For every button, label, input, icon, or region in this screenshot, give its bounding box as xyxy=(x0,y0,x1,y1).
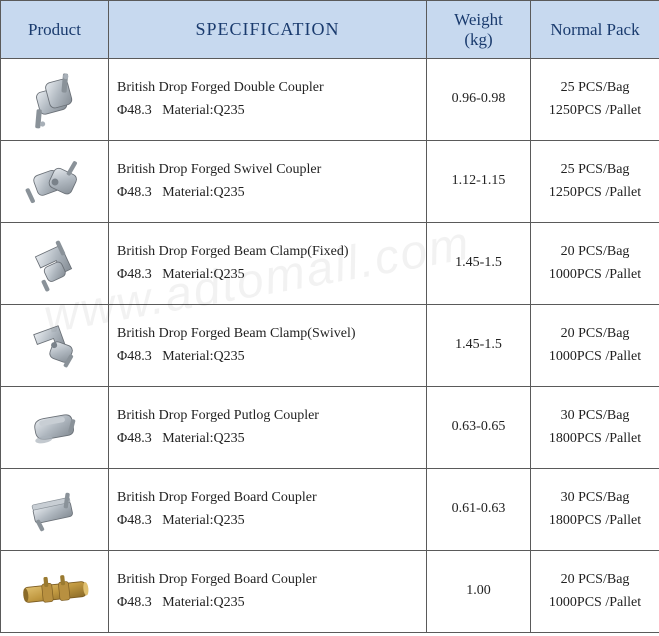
table-row: British Drop Forged Swivel Coupler Φ48.3 … xyxy=(1,141,659,223)
weight-cell: 0.96-0.98 xyxy=(427,59,531,141)
product-spec-line: Φ48.3 Material:Q235 xyxy=(117,346,418,368)
pack-bag: 20 PCS/Bag xyxy=(531,323,659,345)
pack-cell: 20 PCS/Bag1000PCS /Pallet xyxy=(531,551,659,633)
pack-pallet: 1000PCS /Pallet xyxy=(531,264,659,286)
product-image-cell xyxy=(1,551,109,633)
product-name: British Drop Forged Board Coupler xyxy=(117,490,317,505)
col-header-product: Product xyxy=(1,1,109,59)
spec-cell: British Drop Forged Putlog Coupler Φ48.3 … xyxy=(109,387,427,469)
pack-bag: 25 PCS/Bag xyxy=(531,77,659,99)
beam-clamp-fixed-icon xyxy=(10,233,100,295)
product-image-cell xyxy=(1,141,109,223)
putlog-coupler-icon xyxy=(10,397,100,459)
weight-cell: 1.00 xyxy=(427,551,531,633)
pack-cell: 30 PCS/Bag1800PCS /Pallet xyxy=(531,387,659,469)
double-coupler-icon xyxy=(10,69,100,131)
weight-cell: 1.45-1.5 xyxy=(427,305,531,387)
swivel-coupler-icon xyxy=(10,151,100,213)
spec-cell: British Drop Forged Board Coupler Φ48.3 M… xyxy=(109,551,427,633)
beam-clamp-swivel-icon xyxy=(10,315,100,377)
table-row: British Drop Forged Double Coupler Φ48.3 … xyxy=(1,59,659,141)
sleeve-coupler-icon xyxy=(10,561,100,623)
product-spec-line: Φ48.3 Material:Q235 xyxy=(117,428,418,450)
product-image-cell xyxy=(1,305,109,387)
product-name: British Drop Forged Double Coupler xyxy=(117,80,324,95)
spec-cell: British Drop Forged Swivel Coupler Φ48.3 … xyxy=(109,141,427,223)
pack-pallet: 1800PCS /Pallet xyxy=(531,428,659,450)
product-spec-line: Φ48.3 Material:Q235 xyxy=(117,264,418,286)
pack-cell: 20 PCS/Bag1000PCS /Pallet xyxy=(531,223,659,305)
spec-cell: British Drop Forged Board Coupler Φ48.3 M… xyxy=(109,469,427,551)
weight-cell: 1.12-1.15 xyxy=(427,141,531,223)
pack-cell: 30 PCS/Bag1800PCS /Pallet xyxy=(531,469,659,551)
product-image-cell xyxy=(1,469,109,551)
pack-cell: 20 PCS/Bag1000PCS /Pallet xyxy=(531,305,659,387)
spec-cell: British Drop Forged Beam Clamp(Swivel) Φ4… xyxy=(109,305,427,387)
table-header-row: Product SPECIFICATION Weight (kg) Normal… xyxy=(1,1,659,59)
pack-pallet: 1000PCS /Pallet xyxy=(531,346,659,368)
pack-bag: 20 PCS/Bag xyxy=(531,569,659,591)
table-row: British Drop Forged Board Coupler Φ48.3 M… xyxy=(1,551,659,633)
table-row: British Drop Forged Beam Clamp(Fixed) Φ48… xyxy=(1,223,659,305)
spec-cell: British Drop Forged Double Coupler Φ48.3 … xyxy=(109,59,427,141)
pack-pallet: 1800PCS /Pallet xyxy=(531,510,659,532)
pack-pallet: 1250PCS /Pallet xyxy=(531,182,659,204)
table-row: British Drop Forged Putlog Coupler Φ48.3 … xyxy=(1,387,659,469)
product-spec-line: Φ48.3 Material:Q235 xyxy=(117,510,418,532)
pack-bag: 25 PCS/Bag xyxy=(531,159,659,181)
product-name: British Drop Forged Putlog Coupler xyxy=(117,408,319,423)
spec-table: Product SPECIFICATION Weight (kg) Normal… xyxy=(0,0,659,633)
pack-cell: 25 PCS/Bag1250PCS /Pallet xyxy=(531,141,659,223)
col-header-spec: SPECIFICATION xyxy=(109,1,427,59)
spec-cell: British Drop Forged Beam Clamp(Fixed) Φ48… xyxy=(109,223,427,305)
table-row: British Drop Forged Beam Clamp(Swivel) Φ4… xyxy=(1,305,659,387)
product-spec-line: Φ48.3 Material:Q235 xyxy=(117,592,418,614)
pack-bag: 30 PCS/Bag xyxy=(531,405,659,427)
product-spec-line: Φ48.3 Material:Q235 xyxy=(117,182,418,204)
weight-cell: 1.45-1.5 xyxy=(427,223,531,305)
board-coupler-icon xyxy=(10,479,100,541)
weight-cell: 0.63-0.65 xyxy=(427,387,531,469)
product-image-cell xyxy=(1,59,109,141)
product-name: British Drop Forged Board Coupler xyxy=(117,572,317,587)
product-image-cell xyxy=(1,223,109,305)
product-spec-line: Φ48.3 Material:Q235 xyxy=(117,100,418,122)
pack-pallet: 1250PCS /Pallet xyxy=(531,100,659,122)
pack-bag: 20 PCS/Bag xyxy=(531,241,659,263)
product-name: British Drop Forged Beam Clamp(Swivel) xyxy=(117,326,356,341)
pack-pallet: 1000PCS /Pallet xyxy=(531,592,659,614)
product-name: British Drop Forged Beam Clamp(Fixed) xyxy=(117,244,349,259)
col-header-pack: Normal Pack xyxy=(531,1,659,59)
pack-cell: 25 PCS/Bag1250PCS /Pallet xyxy=(531,59,659,141)
product-image-cell xyxy=(1,387,109,469)
table-row: British Drop Forged Board Coupler Φ48.3 M… xyxy=(1,469,659,551)
pack-bag: 30 PCS/Bag xyxy=(531,487,659,509)
weight-cell: 0.61-0.63 xyxy=(427,469,531,551)
col-header-weight: Weight (kg) xyxy=(427,1,531,59)
product-name: British Drop Forged Swivel Coupler xyxy=(117,162,321,177)
